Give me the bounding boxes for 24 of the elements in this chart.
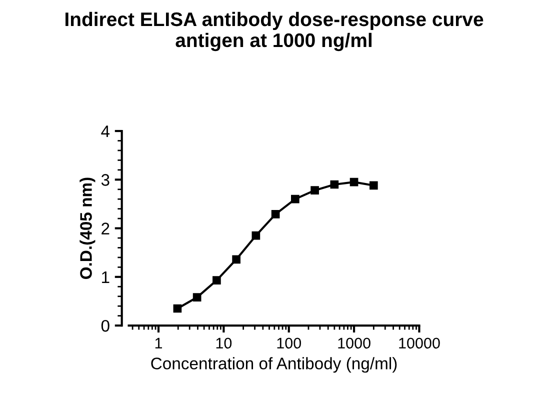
point [173,304,182,313]
point [212,276,221,284]
x-tick-label: 1000 [338,338,370,349]
point [350,178,358,186]
point [232,255,240,264]
y-tick-label: 4 [101,126,110,138]
point [291,194,300,204]
y-tick-label: 1 [102,271,110,283]
point [252,231,260,240]
point [192,293,202,302]
chart-title: Indirect ELISA antibody dose-response curve antigen at 1000 ng/ml [66,12,484,52]
x-tick-label: 10 [216,338,232,349]
y-tick-label: 2 [102,222,110,234]
point [310,186,319,195]
x-tick-label: 10000 [399,338,440,349]
point [330,180,339,189]
x-tick-label: 1 [155,338,162,348]
point [369,181,378,190]
x-tick-label: 100 [277,338,302,349]
point [271,210,280,218]
y-axis-title: O.D.(405 nm) [80,178,96,279]
y-tick-label: 3 [101,174,110,186]
x-axis-title: Concentration of Antibody (ng/ml) [151,357,397,373]
y-tick-label: 0 [101,320,110,332]
